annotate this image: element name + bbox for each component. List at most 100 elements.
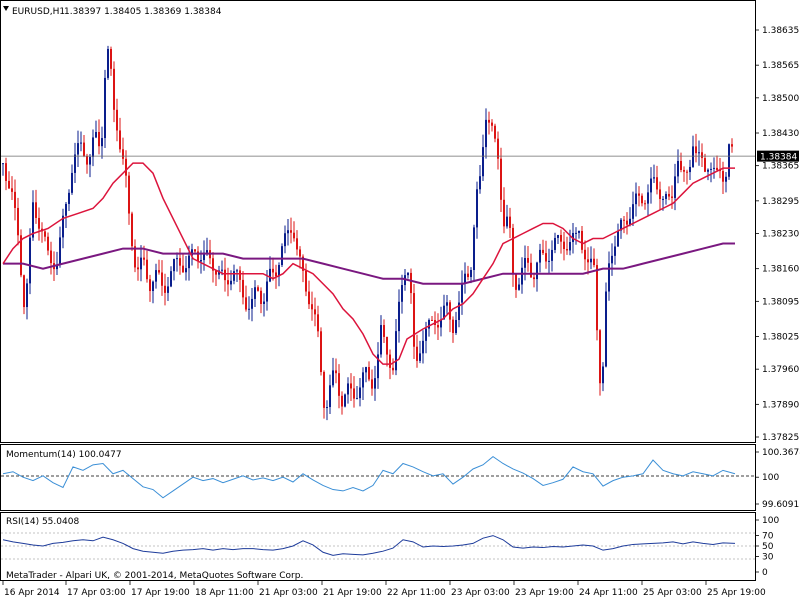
candle-body xyxy=(317,314,319,332)
time-label: 21 Apr 03:00 xyxy=(259,588,318,598)
candle-body xyxy=(467,273,469,278)
candle-body xyxy=(65,203,67,216)
time-label: 16 Apr 2014 xyxy=(4,588,60,598)
candle-body xyxy=(689,166,691,173)
candle-body xyxy=(74,154,76,173)
candlestick-series xyxy=(2,45,733,421)
candle-body xyxy=(245,297,247,310)
candle-body xyxy=(77,143,79,155)
candle-body xyxy=(143,257,145,260)
candle-body xyxy=(665,193,667,199)
candle-body xyxy=(248,308,250,310)
candle-body xyxy=(473,227,475,270)
candle-body xyxy=(371,379,373,389)
price-label: 1.38565 xyxy=(762,61,799,71)
candle-body xyxy=(530,262,532,278)
price-label: 1.38295 xyxy=(762,197,799,207)
candle-body xyxy=(560,234,562,242)
candle-body xyxy=(437,324,439,328)
candle-body xyxy=(629,218,631,225)
candle-body xyxy=(521,267,523,285)
candle-body xyxy=(149,279,151,292)
candle-body xyxy=(140,257,142,270)
candle-body xyxy=(524,257,526,268)
candle-body xyxy=(527,257,529,263)
candle-body xyxy=(596,265,598,331)
candle-body xyxy=(284,233,286,247)
candle-body xyxy=(320,331,322,372)
candle-body xyxy=(455,320,457,333)
candle-body xyxy=(212,258,214,271)
candle-body xyxy=(563,241,565,250)
candle-body xyxy=(638,193,640,196)
candle-body xyxy=(86,156,88,165)
fast-moving-average-line xyxy=(2,162,735,365)
candle-body xyxy=(674,176,676,198)
candle-body xyxy=(716,167,718,170)
candle-body xyxy=(29,237,31,284)
candle-body xyxy=(359,387,361,399)
candle-body xyxy=(11,188,13,192)
candle-body xyxy=(686,171,688,173)
candle-body xyxy=(551,249,553,261)
candle-body xyxy=(158,270,160,273)
candle-body xyxy=(311,304,313,310)
candle-body xyxy=(251,298,253,309)
momentum-scale-label: 99.6091 xyxy=(762,500,799,510)
candle-body xyxy=(401,285,403,302)
rsi-line xyxy=(2,535,736,556)
candle-body xyxy=(170,271,172,287)
candle-body xyxy=(59,237,61,265)
candle-body xyxy=(599,330,601,384)
candle-body xyxy=(233,271,235,281)
candle-body xyxy=(152,281,154,292)
candle-body xyxy=(611,255,613,264)
candle-body xyxy=(242,279,244,298)
candle-body xyxy=(221,269,223,271)
candle-body xyxy=(533,277,535,280)
collapse-triangle-icon[interactable] xyxy=(3,6,9,11)
candle-body xyxy=(398,301,400,332)
candle-body xyxy=(707,169,709,172)
candle-body xyxy=(203,252,205,261)
rsi-panel[interactable] xyxy=(0,512,756,581)
candle-body xyxy=(278,265,280,277)
candle-body xyxy=(656,177,658,190)
candle-body xyxy=(584,249,586,260)
candle-body xyxy=(701,152,703,159)
candle-body xyxy=(683,169,685,172)
candle-body xyxy=(380,325,382,355)
candle-body xyxy=(410,272,412,294)
candle-body xyxy=(698,152,700,154)
price-label: 1.38500 xyxy=(762,94,799,104)
candle-body xyxy=(266,281,268,302)
candle-body xyxy=(515,274,517,290)
candle-body xyxy=(545,253,547,262)
candle-body xyxy=(650,178,652,193)
candle-body xyxy=(176,258,178,260)
momentum-axis: 100.3678 100 99.6091 xyxy=(755,448,800,510)
candle-body xyxy=(710,168,712,170)
candle-body xyxy=(236,270,238,272)
candle-body xyxy=(35,202,37,218)
candle-body xyxy=(383,325,385,337)
candle-body xyxy=(581,230,583,250)
price-label: 1.38230 xyxy=(762,230,799,240)
candle-body xyxy=(419,353,421,361)
candle-body xyxy=(641,195,643,204)
candle-body xyxy=(671,196,673,198)
candle-body xyxy=(407,272,409,276)
momentum-label: Momentum(14) 100.0477 xyxy=(6,450,122,460)
candle-body xyxy=(50,250,52,264)
candle-body xyxy=(722,171,724,182)
candle-body xyxy=(164,285,166,293)
candle-body xyxy=(5,163,7,181)
candle-body xyxy=(239,270,241,280)
candle-body xyxy=(644,203,646,205)
momentum-line xyxy=(2,456,736,499)
candle-body xyxy=(23,275,25,308)
candle-body xyxy=(56,264,58,270)
candle-body xyxy=(569,242,571,251)
candle-body xyxy=(80,142,82,144)
